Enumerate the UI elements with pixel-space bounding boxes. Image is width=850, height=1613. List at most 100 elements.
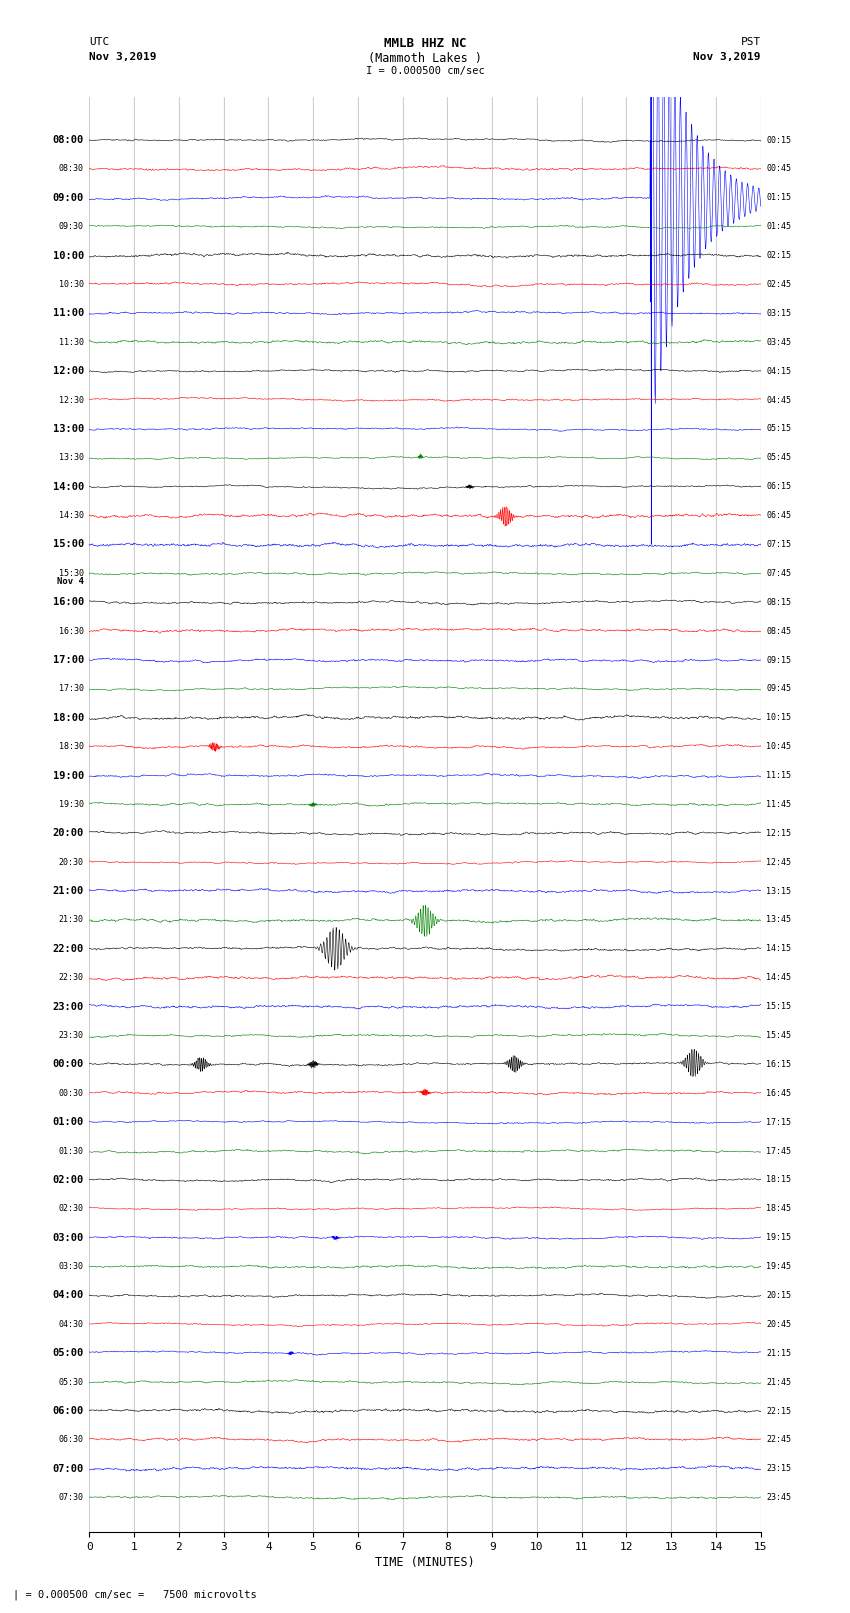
Text: 09:45: 09:45 [766,684,791,694]
Text: 07:45: 07:45 [766,569,791,577]
Text: I = 0.000500 cm/sec: I = 0.000500 cm/sec [366,66,484,76]
Text: 07:15: 07:15 [766,540,791,548]
Text: 17:00: 17:00 [53,655,84,665]
Text: 15:30: 15:30 [59,569,84,577]
Text: 12:00: 12:00 [53,366,84,376]
Text: 20:45: 20:45 [766,1319,791,1329]
Text: 14:15: 14:15 [766,944,791,953]
Text: 09:30: 09:30 [59,223,84,231]
Text: 03:00: 03:00 [53,1232,84,1242]
Text: 23:00: 23:00 [53,1002,84,1011]
Text: 13:15: 13:15 [766,887,791,895]
Text: 16:00: 16:00 [53,597,84,606]
Text: 02:00: 02:00 [53,1174,84,1186]
Text: 20:15: 20:15 [766,1290,791,1300]
Text: 08:30: 08:30 [59,165,84,174]
Text: 00:30: 00:30 [59,1089,84,1098]
Text: Nov 3,2019: Nov 3,2019 [694,52,761,61]
Text: 12:30: 12:30 [59,395,84,405]
Text: 10:30: 10:30 [59,281,84,289]
X-axis label: TIME (MINUTES): TIME (MINUTES) [375,1557,475,1569]
Text: 14:45: 14:45 [766,973,791,982]
Text: 03:30: 03:30 [59,1261,84,1271]
Text: 05:30: 05:30 [59,1378,84,1387]
Text: 10:45: 10:45 [766,742,791,752]
Text: 01:00: 01:00 [53,1118,84,1127]
Text: 19:30: 19:30 [59,800,84,810]
Text: UTC: UTC [89,37,110,47]
Text: 04:00: 04:00 [53,1290,84,1300]
Text: 03:15: 03:15 [766,310,791,318]
Text: 07:30: 07:30 [59,1494,84,1502]
Text: 15:45: 15:45 [766,1031,791,1040]
Text: 16:45: 16:45 [766,1089,791,1098]
Text: 17:30: 17:30 [59,684,84,694]
Text: 22:30: 22:30 [59,973,84,982]
Text: 00:00: 00:00 [53,1060,84,1069]
Text: (Mammoth Lakes ): (Mammoth Lakes ) [368,52,482,65]
Text: 01:45: 01:45 [766,223,791,231]
Text: | = 0.000500 cm/sec =   7500 microvolts: | = 0.000500 cm/sec = 7500 microvolts [13,1589,257,1600]
Text: 01:30: 01:30 [59,1147,84,1155]
Text: 21:45: 21:45 [766,1378,791,1387]
Text: 23:30: 23:30 [59,1031,84,1040]
Text: 12:15: 12:15 [766,829,791,837]
Text: 01:15: 01:15 [766,194,791,202]
Text: 07:00: 07:00 [53,1465,84,1474]
Text: 21:15: 21:15 [766,1348,791,1358]
Text: Nov 3,2019: Nov 3,2019 [89,52,156,61]
Text: 21:00: 21:00 [53,886,84,897]
Text: 02:30: 02:30 [59,1205,84,1213]
Text: 04:45: 04:45 [766,395,791,405]
Text: 08:15: 08:15 [766,598,791,606]
Text: 00:15: 00:15 [766,135,791,145]
Text: 19:00: 19:00 [53,771,84,781]
Text: 02:45: 02:45 [766,281,791,289]
Text: 13:00: 13:00 [53,424,84,434]
Text: 14:30: 14:30 [59,511,84,519]
Text: MMLB HHZ NC: MMLB HHZ NC [383,37,467,50]
Text: 08:45: 08:45 [766,626,791,636]
Text: 17:45: 17:45 [766,1147,791,1155]
Text: 18:00: 18:00 [53,713,84,723]
Text: 12:45: 12:45 [766,858,791,866]
Text: 11:00: 11:00 [53,308,84,318]
Text: 10:15: 10:15 [766,713,791,723]
Text: 22:00: 22:00 [53,944,84,953]
Text: 05:00: 05:00 [53,1348,84,1358]
Text: 19:45: 19:45 [766,1261,791,1271]
Text: 10:00: 10:00 [53,250,84,261]
Text: 06:00: 06:00 [53,1407,84,1416]
Text: 02:15: 02:15 [766,252,791,260]
Text: 11:30: 11:30 [59,337,84,347]
Text: 03:45: 03:45 [766,337,791,347]
Text: Nov 4: Nov 4 [57,577,84,587]
Text: 13:45: 13:45 [766,916,791,924]
Text: 22:15: 22:15 [766,1407,791,1416]
Text: 06:15: 06:15 [766,482,791,492]
Text: PST: PST [740,37,761,47]
Text: 14:00: 14:00 [53,482,84,492]
Text: 13:30: 13:30 [59,453,84,463]
Text: 08:00: 08:00 [53,135,84,145]
Text: 21:30: 21:30 [59,916,84,924]
Text: 06:45: 06:45 [766,511,791,519]
Text: 20:00: 20:00 [53,829,84,839]
Text: 15:00: 15:00 [53,539,84,550]
Text: 09:15: 09:15 [766,655,791,665]
Text: 09:00: 09:00 [53,194,84,203]
Text: 11:15: 11:15 [766,771,791,781]
Text: 18:45: 18:45 [766,1205,791,1213]
Text: 16:15: 16:15 [766,1060,791,1069]
Text: 16:30: 16:30 [59,626,84,636]
Text: 11:45: 11:45 [766,800,791,810]
Text: 15:15: 15:15 [766,1002,791,1011]
Text: 17:15: 17:15 [766,1118,791,1127]
Text: 05:45: 05:45 [766,453,791,463]
Text: 06:30: 06:30 [59,1436,84,1444]
Text: 05:15: 05:15 [766,424,791,434]
Text: 19:15: 19:15 [766,1234,791,1242]
Text: 20:30: 20:30 [59,858,84,866]
Text: 04:30: 04:30 [59,1319,84,1329]
Text: 00:45: 00:45 [766,165,791,174]
